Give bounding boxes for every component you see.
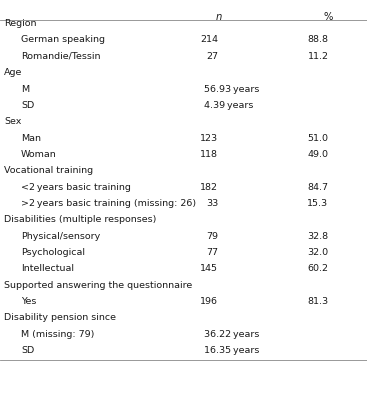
Text: 56.93 years: 56.93 years <box>204 85 259 93</box>
Text: 81.3: 81.3 <box>307 297 328 306</box>
Text: Supported answering the questionnaire: Supported answering the questionnaire <box>4 281 193 290</box>
Text: M (missing: 79): M (missing: 79) <box>21 330 94 339</box>
Text: <2 years basic training: <2 years basic training <box>21 183 131 191</box>
Text: 196: 196 <box>200 297 218 306</box>
Text: 32.0: 32.0 <box>307 248 328 257</box>
Text: M: M <box>21 85 29 93</box>
Text: 182: 182 <box>200 183 218 191</box>
Text: Romandie/Tessin: Romandie/Tessin <box>21 52 101 61</box>
Text: 88.8: 88.8 <box>308 35 328 45</box>
Text: 123: 123 <box>200 134 218 143</box>
Text: 15.3: 15.3 <box>307 199 328 208</box>
Text: 36.22 years: 36.22 years <box>204 330 259 339</box>
Text: 51.0: 51.0 <box>308 134 328 143</box>
Text: 79: 79 <box>206 232 218 241</box>
Text: $n$: $n$ <box>215 12 222 22</box>
Text: 16.35 years: 16.35 years <box>204 346 259 355</box>
Text: Yes: Yes <box>21 297 36 306</box>
Text: 118: 118 <box>200 150 218 159</box>
Text: Physical/sensory: Physical/sensory <box>21 232 100 241</box>
Text: Intellectual: Intellectual <box>21 264 74 273</box>
Text: 27: 27 <box>206 52 218 61</box>
Text: Disability pension since: Disability pension since <box>4 314 116 322</box>
Text: Woman: Woman <box>21 150 57 159</box>
Text: 33: 33 <box>206 199 218 208</box>
Text: 214: 214 <box>200 35 218 45</box>
Text: %: % <box>324 12 333 22</box>
Text: Man: Man <box>21 134 41 143</box>
Text: Age: Age <box>4 68 23 77</box>
Text: 32.8: 32.8 <box>307 232 328 241</box>
Text: SD: SD <box>21 346 34 355</box>
Text: 77: 77 <box>206 248 218 257</box>
Text: 11.2: 11.2 <box>308 52 328 61</box>
Text: 4.39 years: 4.39 years <box>204 101 253 110</box>
Text: 84.7: 84.7 <box>308 183 328 191</box>
Text: Disabilities (multiple responses): Disabilities (multiple responses) <box>4 216 157 224</box>
Text: Vocational training: Vocational training <box>4 166 94 175</box>
Text: Region: Region <box>4 19 37 28</box>
Text: 145: 145 <box>200 264 218 273</box>
Text: >2 years basic training (missing: 26): >2 years basic training (missing: 26) <box>21 199 196 208</box>
Text: Sex: Sex <box>4 117 22 126</box>
Text: SD: SD <box>21 101 34 110</box>
Text: German speaking: German speaking <box>21 35 105 45</box>
Text: 49.0: 49.0 <box>308 150 328 159</box>
Text: 60.2: 60.2 <box>308 264 328 273</box>
Text: Psychological: Psychological <box>21 248 85 257</box>
